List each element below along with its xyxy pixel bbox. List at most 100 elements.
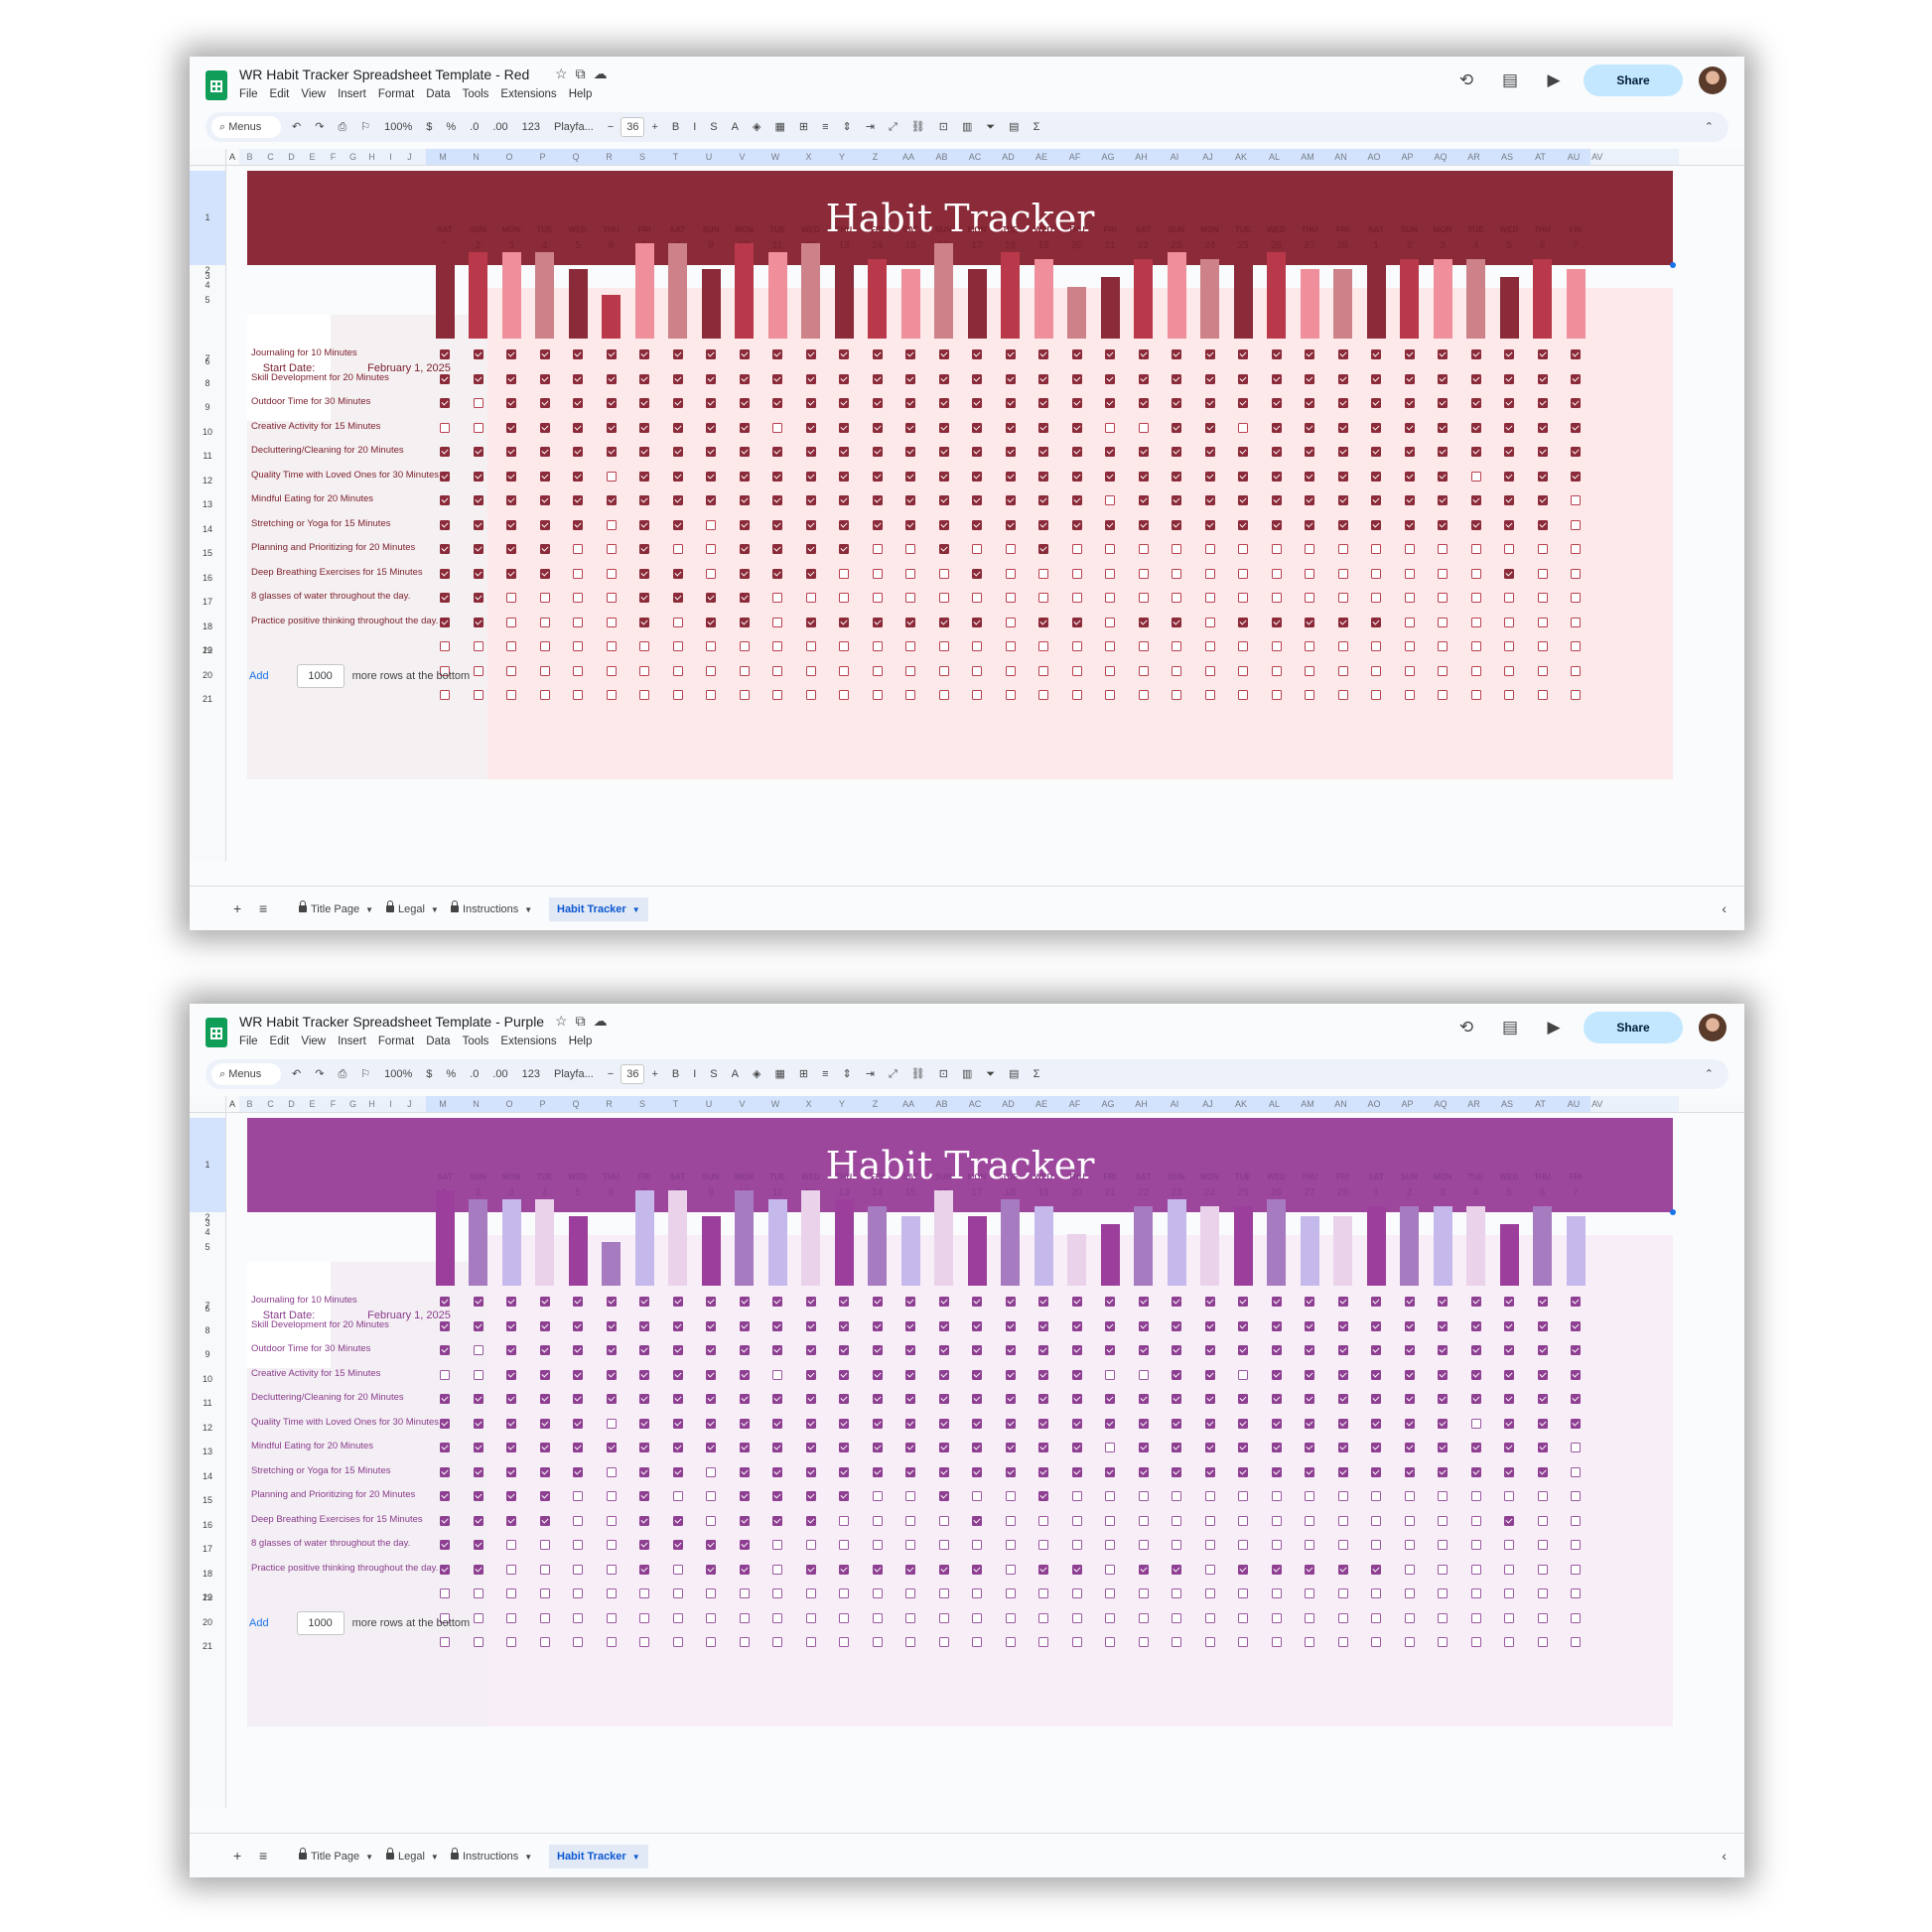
habit-checkbox[interactable] xyxy=(1038,1320,1048,1331)
row-header-8[interactable]: 8 xyxy=(205,377,210,388)
habit-checkbox[interactable] xyxy=(1204,495,1215,505)
habit-checkbox[interactable] xyxy=(739,1297,750,1307)
habit-checkbox[interactable] xyxy=(1071,568,1082,579)
habit-checkbox[interactable] xyxy=(972,471,982,482)
habit-checkbox[interactable] xyxy=(972,1588,982,1598)
habit-checkbox[interactable] xyxy=(1438,1491,1448,1501)
functions-button[interactable]: Σ xyxy=(1033,121,1040,133)
column-header-au[interactable]: AU xyxy=(1557,1096,1590,1112)
row-header-21[interactable]: 21 xyxy=(202,694,212,704)
habit-checkbox[interactable] xyxy=(706,1540,716,1550)
habit-checkbox[interactable] xyxy=(1105,641,1115,651)
habit-checkbox[interactable] xyxy=(606,1320,617,1331)
column-header-ah[interactable]: AH xyxy=(1124,1096,1159,1112)
habit-checkbox[interactable] xyxy=(905,1491,915,1501)
habit-checkbox[interactable] xyxy=(639,1394,649,1404)
select-all-corner[interactable] xyxy=(190,149,226,165)
habit-checkbox[interactable] xyxy=(1571,1540,1581,1550)
habit-checkbox[interactable] xyxy=(606,519,617,530)
habit-checkbox[interactable] xyxy=(1371,1394,1381,1404)
habit-checkbox[interactable] xyxy=(672,1297,683,1307)
habit-checkbox[interactable] xyxy=(1470,1540,1481,1550)
habit-checkbox[interactable] xyxy=(1305,1612,1314,1623)
habit-checkbox[interactable] xyxy=(573,1320,583,1331)
habit-checkbox[interactable] xyxy=(1504,1515,1514,1526)
habit-checkbox[interactable] xyxy=(1105,373,1115,384)
habit-checkbox[interactable] xyxy=(805,447,816,457)
habit-checkbox[interactable] xyxy=(805,422,816,433)
habit-checkbox[interactable] xyxy=(1371,665,1381,676)
habit-checkbox[interactable] xyxy=(1138,495,1149,505)
habit-checkbox[interactable] xyxy=(1438,1443,1448,1452)
font-size-input[interactable]: 36 xyxy=(621,1064,645,1084)
habit-checkbox[interactable] xyxy=(972,373,982,384)
habit-checkbox[interactable] xyxy=(1204,568,1215,579)
habit-checkbox[interactable] xyxy=(1438,519,1448,530)
add-sheet-icon[interactable]: + xyxy=(233,1848,242,1863)
habit-checkbox[interactable] xyxy=(839,1297,849,1307)
habit-checkbox[interactable] xyxy=(1571,422,1581,433)
habit-checkbox[interactable] xyxy=(672,1515,683,1526)
habit-checkbox[interactable] xyxy=(639,1320,649,1331)
habit-checkbox[interactable] xyxy=(1071,1564,1082,1575)
habit-checkbox[interactable] xyxy=(706,1418,716,1429)
habit-checkbox[interactable] xyxy=(772,641,782,651)
column-header-w[interactable]: W xyxy=(759,1096,792,1112)
habit-checkbox[interactable] xyxy=(539,1540,550,1550)
habit-checkbox[interactable] xyxy=(1504,544,1514,554)
strikethrough-button[interactable]: S xyxy=(710,121,718,133)
habit-checkbox[interactable] xyxy=(1071,641,1082,651)
habit-checkbox[interactable] xyxy=(1204,1491,1215,1501)
habit-checkbox[interactable] xyxy=(573,398,583,408)
habit-checkbox[interactable] xyxy=(1404,422,1415,433)
text-color-button[interactable]: A xyxy=(731,121,739,133)
habit-checkbox[interactable] xyxy=(1438,1637,1448,1647)
habit-checkbox[interactable] xyxy=(473,641,483,651)
habit-checkbox[interactable] xyxy=(1337,690,1348,700)
habit-checkbox[interactable] xyxy=(1504,1588,1514,1598)
habit-checkbox[interactable] xyxy=(905,422,915,433)
habit-checkbox[interactable] xyxy=(1438,544,1448,554)
habit-checkbox[interactable] xyxy=(1537,495,1548,505)
habit-checkbox[interactable] xyxy=(1537,447,1548,457)
habit-checkbox[interactable] xyxy=(1305,1564,1314,1575)
habit-checkbox[interactable] xyxy=(1571,568,1581,579)
habit-checkbox[interactable] xyxy=(1404,1588,1415,1598)
column-header-u[interactable]: U xyxy=(692,149,726,165)
habit-checkbox[interactable] xyxy=(739,593,750,603)
habit-checkbox[interactable] xyxy=(1071,373,1082,384)
habit-checkbox[interactable] xyxy=(839,1540,849,1550)
habit-checkbox[interactable] xyxy=(639,1564,649,1575)
column-header-w[interactable]: W xyxy=(759,149,792,165)
column-header-a[interactable]: A xyxy=(228,1099,235,1109)
column-header-z[interactable]: Z xyxy=(858,149,893,165)
habit-checkbox[interactable] xyxy=(972,422,982,433)
habit-checkbox[interactable] xyxy=(1105,349,1115,359)
habit-checkbox[interactable] xyxy=(1038,617,1048,627)
habit-checkbox[interactable] xyxy=(1305,665,1314,676)
habit-checkbox[interactable] xyxy=(1005,1443,1016,1452)
habit-checkbox[interactable] xyxy=(1138,593,1149,603)
habit-checkbox[interactable] xyxy=(1038,373,1048,384)
habit-checkbox[interactable] xyxy=(1005,641,1016,651)
habit-checkbox[interactable] xyxy=(1438,1612,1448,1623)
sheet-tab-legal[interactable]: Legal ▼ xyxy=(378,1845,447,1868)
habit-checkbox[interactable] xyxy=(1238,471,1248,482)
strikethrough-button[interactable]: S xyxy=(710,1068,718,1080)
habit-checkbox[interactable] xyxy=(1271,593,1282,603)
habit-checkbox[interactable] xyxy=(1571,373,1581,384)
habit-checkbox[interactable] xyxy=(739,690,750,700)
habit-checkbox[interactable] xyxy=(639,665,649,676)
habit-checkbox[interactable] xyxy=(1105,568,1115,579)
habit-checkbox[interactable] xyxy=(938,422,949,433)
habit-checkbox[interactable] xyxy=(1038,690,1048,700)
habit-checkbox[interactable] xyxy=(1172,1345,1181,1355)
text-wrap-icon[interactable]: ⇥ xyxy=(865,121,875,133)
habit-checkbox[interactable] xyxy=(1172,1515,1181,1526)
habit-checkbox[interactable] xyxy=(1271,447,1282,457)
habit-checkbox[interactable] xyxy=(1238,1369,1248,1380)
habit-checkbox[interactable] xyxy=(1071,1369,1082,1380)
habit-checkbox[interactable] xyxy=(706,422,716,433)
title-banner[interactable]: Habit Tracker xyxy=(247,171,1673,265)
habit-checkbox[interactable] xyxy=(1138,1345,1149,1355)
